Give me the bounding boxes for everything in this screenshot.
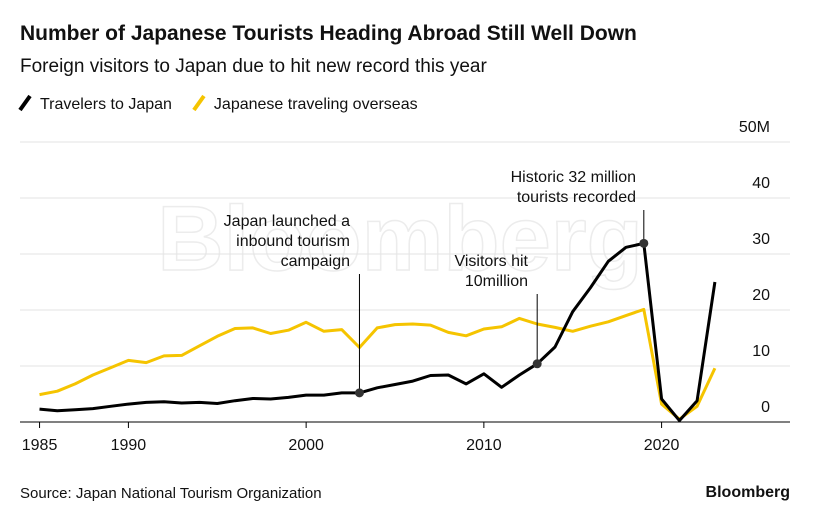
legend-swatch xyxy=(18,94,32,112)
annotation-dot xyxy=(639,238,649,248)
chart-subtitle: Foreign visitors to Japan due to hit new… xyxy=(20,56,487,77)
legend-label: Japanese traveling overseas xyxy=(214,96,418,113)
annotation-text: 10million xyxy=(465,273,528,290)
annotation-text: campaign xyxy=(281,253,350,270)
y-tick-label: 10 xyxy=(752,343,770,360)
y-tick-label: 40 xyxy=(752,175,770,192)
x-tick-label: 1985 xyxy=(22,437,58,454)
x-tick-label: 2010 xyxy=(466,437,502,454)
series-line xyxy=(39,307,717,421)
x-tick-label: 2000 xyxy=(288,437,324,454)
legend-label: Travelers to Japan xyxy=(40,96,172,113)
y-tick-label: 30 xyxy=(752,231,770,248)
annotation-dot xyxy=(354,388,364,398)
y-tick-label: 0 xyxy=(761,399,770,416)
annotation-text: inbound tourism xyxy=(236,233,350,250)
brand: Bloomberg xyxy=(706,484,790,501)
x-tick-label: 1990 xyxy=(111,437,147,454)
annotation-text: tourists recorded xyxy=(517,189,636,206)
y-tick-label: 50M xyxy=(739,119,770,136)
annotation-text: Historic 32 million xyxy=(511,169,636,186)
series-line xyxy=(39,241,717,423)
annotation-dot xyxy=(532,359,542,369)
y-tick-label: 20 xyxy=(752,287,770,304)
annotation-text: Visitors hit xyxy=(454,253,528,270)
legend-swatch xyxy=(192,94,206,112)
watermark: Bloomberg xyxy=(157,188,643,290)
x-tick-label: 2020 xyxy=(644,437,680,454)
annotation-text: Japan launched a xyxy=(224,213,350,230)
chart-title: Number of Japanese Tourists Heading Abro… xyxy=(20,22,637,45)
source: Source: Japan National Tourism Organizat… xyxy=(20,485,322,502)
